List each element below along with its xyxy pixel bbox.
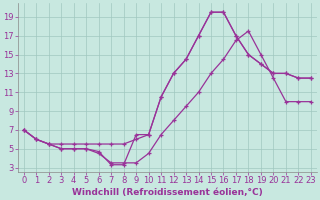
X-axis label: Windchill (Refroidissement éolien,°C): Windchill (Refroidissement éolien,°C) [72,188,263,197]
